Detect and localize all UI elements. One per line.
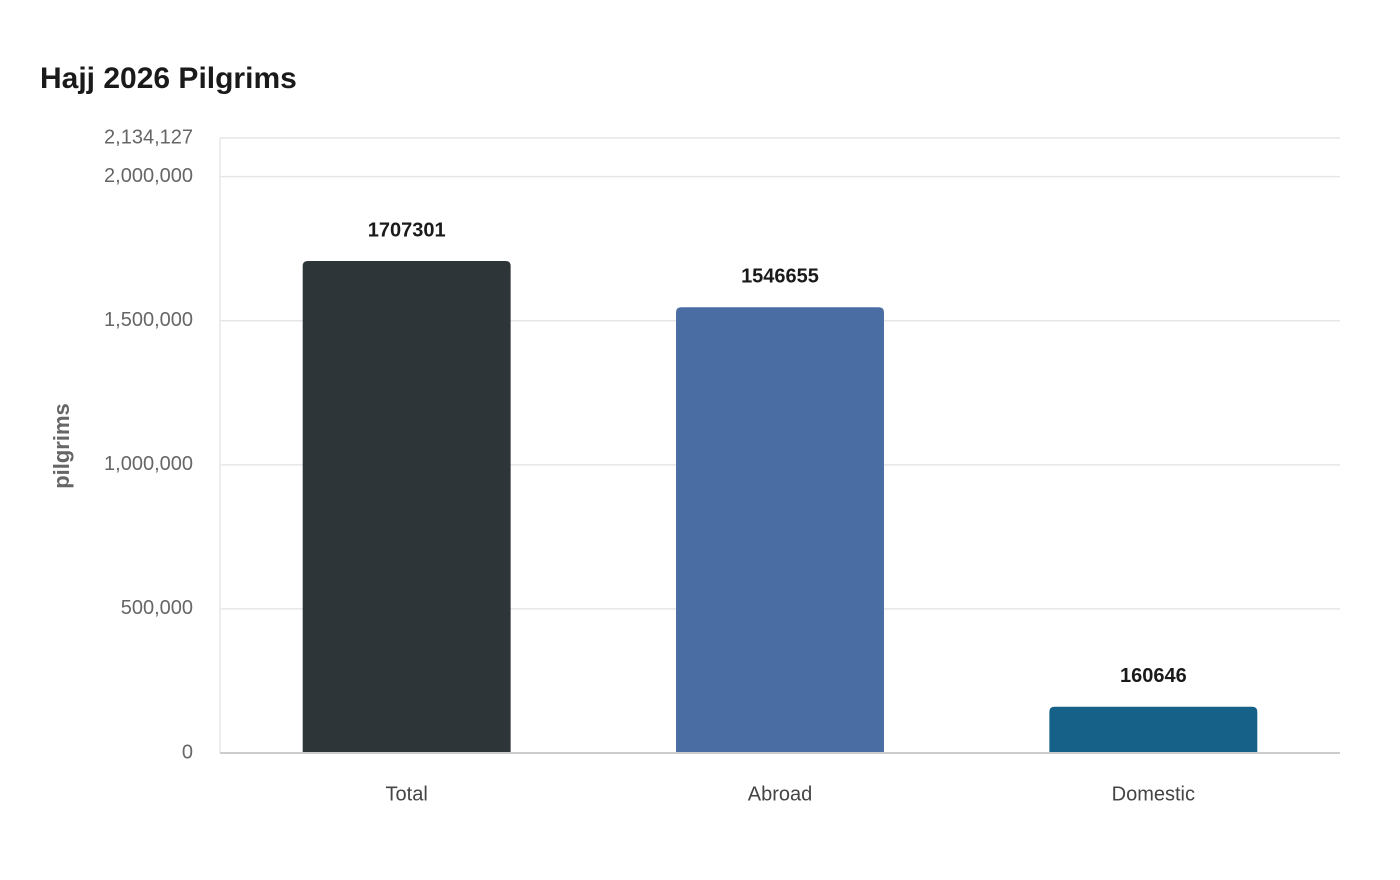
- x-tick-label: Domestic: [1112, 783, 1195, 805]
- x-tick-label: Total: [386, 783, 428, 805]
- data-label: 160646: [1120, 665, 1187, 687]
- bar: [302, 261, 511, 753]
- data-label: 1707301: [368, 219, 446, 241]
- bar: [1049, 706, 1258, 753]
- y-tick-label: 1,000,000: [104, 453, 193, 475]
- y-tick-label: 0: [182, 741, 193, 763]
- data-label: 1546655: [741, 266, 819, 288]
- y-tick-label: 1,500,000: [104, 309, 193, 331]
- y-tick-label: 2,134,127: [104, 126, 193, 148]
- x-tick-label: Abroad: [748, 783, 813, 805]
- y-tick-label: 500,000: [121, 597, 193, 619]
- y-axis-label: pilgrims: [49, 403, 74, 489]
- bar: [676, 307, 884, 753]
- chart-title: Hajj 2026 Pilgrims: [40, 62, 297, 95]
- y-tick-label: 2,000,000: [104, 165, 193, 187]
